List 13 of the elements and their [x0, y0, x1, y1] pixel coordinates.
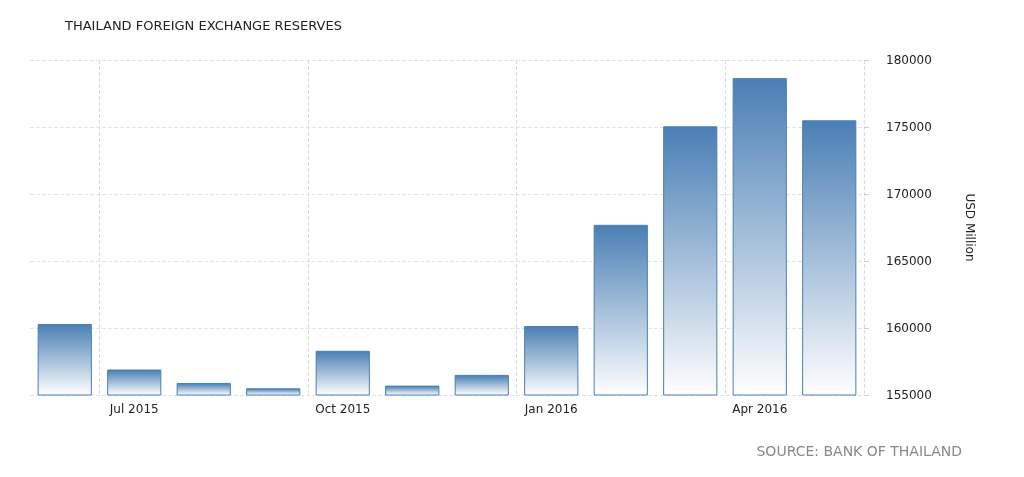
y-axis-title: USD Million — [963, 193, 977, 262]
x-tick-label: Jan 2016 — [523, 402, 578, 416]
y-tick-label: 165000 — [886, 254, 932, 268]
x-tick-label: Oct 2015 — [315, 402, 371, 416]
chart-title: THAILAND FOREIGN EXCHANGE RESERVES — [64, 18, 342, 33]
x-tick-label: Apr 2016 — [732, 402, 788, 416]
source-note: SOURCE: BANK OF THAILAND — [756, 443, 962, 459]
y-tick-label: 180000 — [886, 53, 932, 67]
y-tick-label: 155000 — [886, 388, 932, 402]
x-tick-label: Jul 2015 — [108, 402, 159, 416]
y-tick-label: 175000 — [886, 120, 932, 134]
y-tick-label: 170000 — [886, 187, 932, 201]
y-tick-label: 160000 — [886, 321, 932, 335]
